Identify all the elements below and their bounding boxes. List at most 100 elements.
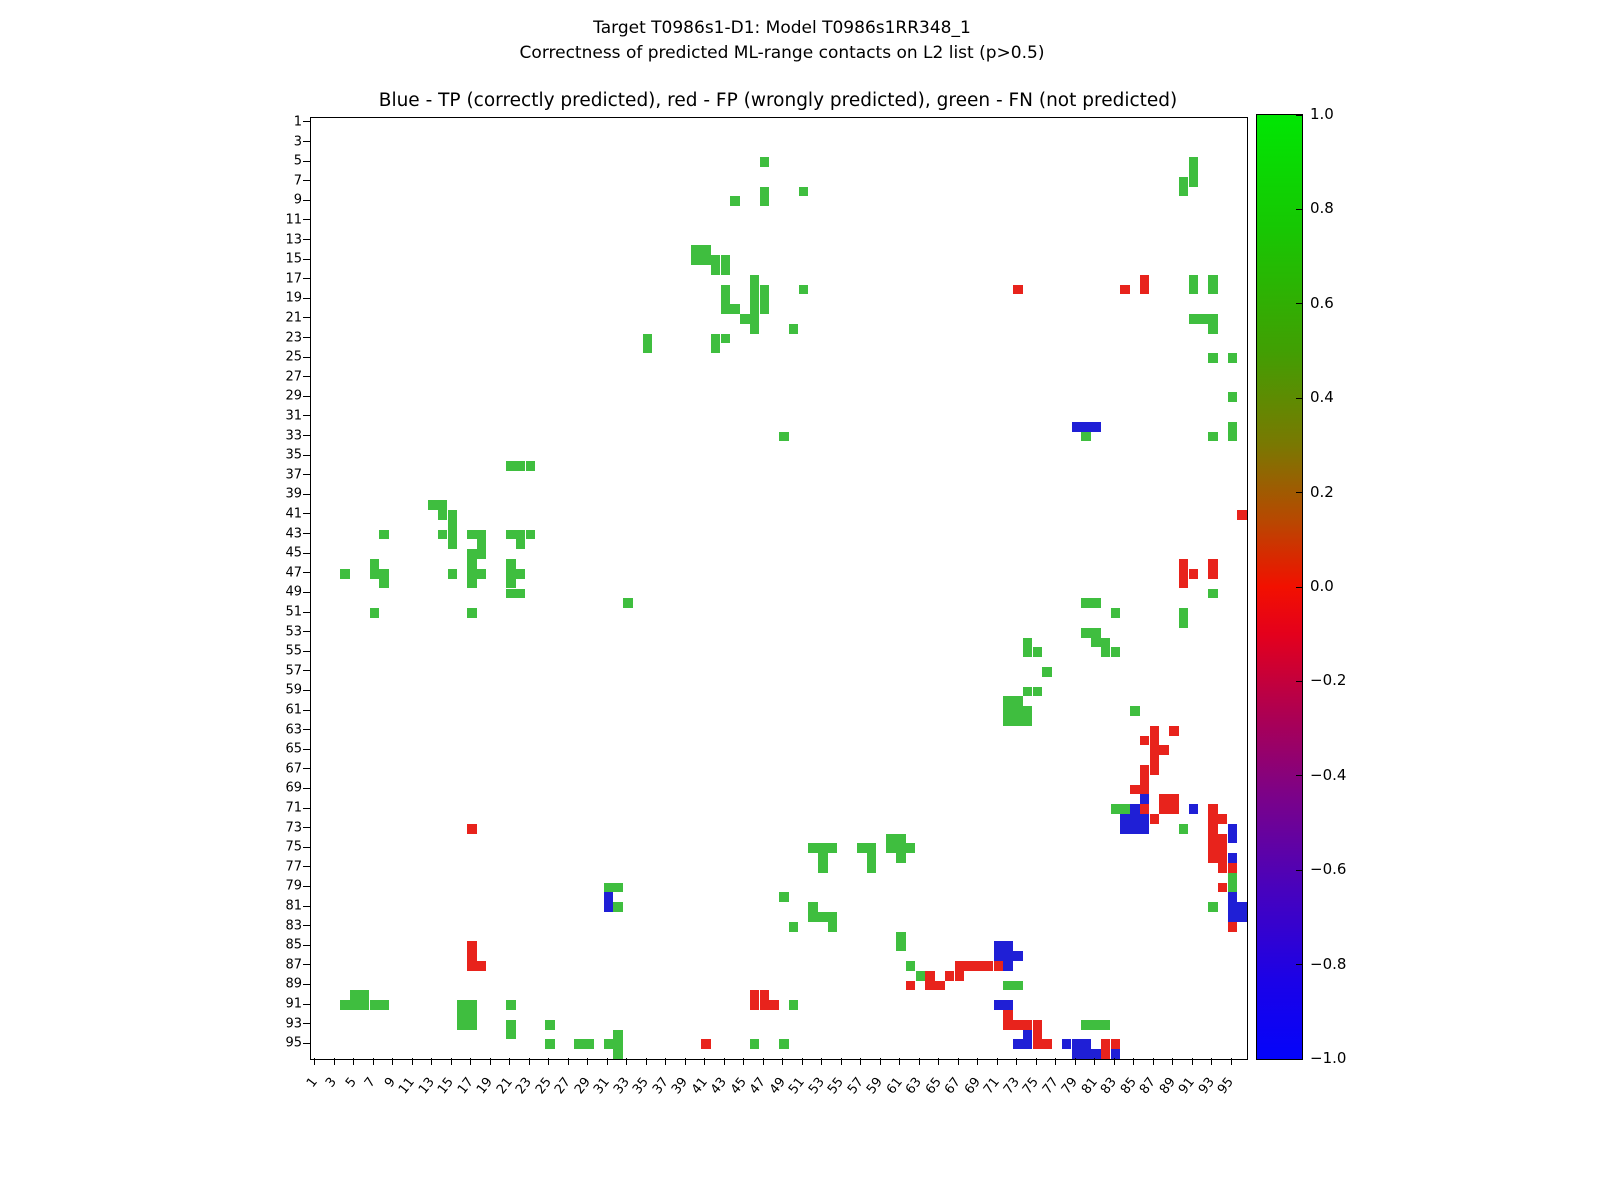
y-tick-mark: [303, 689, 310, 691]
cell-fn: [476, 549, 487, 560]
x-tick-mark: [879, 1058, 881, 1065]
x-tick-mark: [899, 1058, 901, 1065]
y-tick-label: 35: [285, 447, 302, 463]
cell-fn: [1003, 696, 1013, 707]
cell-fp: [1217, 813, 1228, 824]
x-tick-label: 35: [630, 1074, 653, 1098]
cell-fn: [827, 921, 838, 932]
y-tick-label: 15: [285, 251, 302, 267]
cell-fn: [866, 843, 877, 854]
colorbar-tick-label: 0.2: [1310, 482, 1334, 501]
heatmap-plot: [310, 117, 1248, 1060]
cell-fn: [447, 519, 458, 530]
y-tick-mark: [303, 964, 310, 966]
y-tick-label: 65: [285, 741, 302, 757]
cell-fp: [466, 823, 477, 834]
cell-fp: [1100, 1039, 1111, 1050]
cell-fn: [720, 255, 731, 266]
cell-fn: [1013, 980, 1023, 991]
cell-tp: [1013, 951, 1023, 961]
cell-tp: [603, 902, 614, 912]
cell-fp: [1188, 568, 1199, 579]
cell-fn: [476, 568, 487, 579]
x-tick-mark: [918, 1058, 920, 1065]
y-tick-label: 73: [285, 820, 302, 836]
colorbar-tick-label: −0.8: [1310, 954, 1347, 973]
cell-fn: [1198, 314, 1208, 324]
cell-fn: [759, 196, 770, 207]
cell-fn: [1188, 314, 1199, 324]
cell-fp: [749, 1000, 760, 1010]
cell-fn: [506, 529, 516, 540]
figure-title-line1: Target T0986s1-D1: Model T0986s1RR348_1: [593, 18, 971, 38]
cell-fp: [466, 941, 477, 952]
x-tick-mark: [528, 1058, 530, 1065]
y-tick-mark: [303, 827, 310, 829]
y-tick-label: 59: [285, 682, 302, 698]
cell-fp: [905, 980, 916, 991]
cell-fp: [1149, 735, 1160, 746]
x-tick-label: 67: [942, 1074, 965, 1098]
y-tick-mark: [303, 1023, 310, 1025]
cell-tp: [1081, 1039, 1091, 1050]
cell-fn: [759, 284, 770, 295]
cell-tp: [1139, 794, 1150, 805]
y-tick-mark: [303, 885, 310, 887]
cell-tp: [1110, 1049, 1121, 1059]
cell-fn: [759, 157, 770, 167]
colorbar-tick-mark: [1296, 114, 1302, 116]
y-tick-mark: [303, 513, 310, 515]
cell-fn: [788, 1000, 799, 1010]
cell-fn: [622, 598, 633, 609]
y-axis-tick-marks: [303, 117, 310, 1058]
cell-fp: [701, 1039, 711, 1050]
x-tick-label: 79: [1059, 1074, 1082, 1098]
x-tick-label: 59: [864, 1074, 887, 1098]
cell-fn: [1003, 706, 1013, 716]
x-tick-label: 75: [1020, 1074, 1043, 1098]
y-tick-label: 95: [285, 1035, 302, 1051]
y-tick-mark: [303, 219, 310, 221]
x-tick-mark: [957, 1058, 959, 1065]
cell-fn: [1081, 1019, 1091, 1030]
y-tick-mark: [303, 474, 310, 476]
cell-fn: [1022, 715, 1033, 726]
cell-fn: [779, 431, 789, 442]
cell-fn: [515, 529, 526, 540]
cell-tp: [1227, 823, 1238, 834]
x-tick-mark: [1133, 1058, 1135, 1065]
cell-fp: [964, 960, 974, 971]
cell-fn: [437, 510, 448, 520]
cell-fp: [974, 960, 984, 971]
cell-fn: [915, 970, 926, 981]
cell-tp: [1061, 1039, 1072, 1050]
figure-title: Target T0986s1-D1: Model T0986s1RR348_1 …: [0, 16, 1564, 66]
cell-fn: [1208, 284, 1218, 295]
cell-fn: [457, 1000, 467, 1010]
y-tick-label: 69: [285, 780, 302, 796]
cell-tp: [1227, 911, 1238, 922]
cell-fn: [379, 529, 389, 540]
x-tick-mark: [840, 1058, 842, 1065]
colorbar-tick-label: 0.0: [1310, 577, 1334, 595]
cell-tp: [1237, 902, 1247, 912]
y-tick-label: 5: [293, 153, 302, 169]
cell-fn: [379, 568, 389, 579]
y-tick-label: 33: [285, 428, 302, 444]
x-tick-label: 51: [786, 1074, 809, 1098]
cell-fp: [1100, 1049, 1111, 1059]
cell-fn: [1227, 392, 1238, 403]
colorbar-tick-labels: 1.0 0.8 0.6 0.4 0.2 0.0 −0.2 −0.4 −0.6 −0.8 −1.0: [1310, 105, 1370, 1067]
cell-fn: [691, 245, 701, 256]
cell-fn: [749, 304, 760, 315]
cell-fn: [788, 921, 799, 932]
cell-fn: [340, 568, 350, 579]
cell-fn: [730, 304, 740, 315]
y-tick-mark: [303, 1042, 310, 1044]
x-tick-mark: [645, 1058, 647, 1065]
colorbar-tick-mark: [1296, 1058, 1302, 1060]
cell-fn: [759, 186, 770, 197]
x-axis-tick-labels: 1 3 5 7 9 11 13 15 17 19 21 23 25 27 29 31 33 35 37 39 41 43 4…: [304, 1066, 1246, 1136]
cell-tp: [1188, 804, 1199, 814]
cell-fn: [1091, 637, 1101, 648]
